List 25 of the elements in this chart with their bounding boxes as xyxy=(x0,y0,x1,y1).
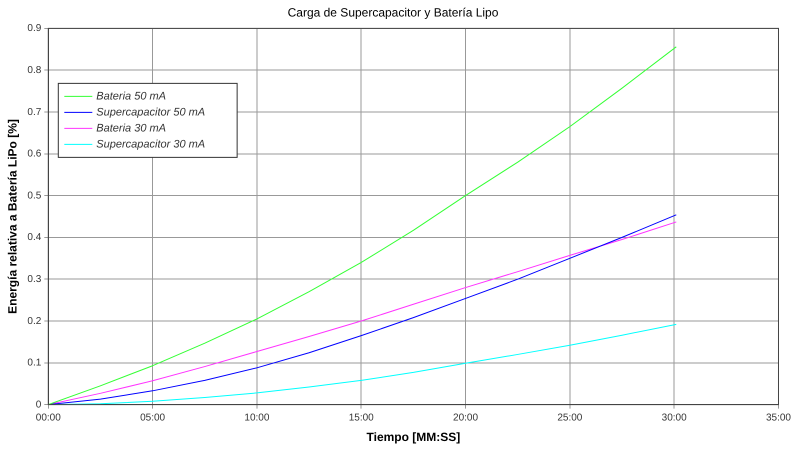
y-tick-label: 0.7 xyxy=(27,106,42,118)
legend-label: Supercapacitor 50 mA xyxy=(96,106,206,118)
legend-label: Bateria 30 mA xyxy=(96,122,166,134)
x-tick-label: 20:00 xyxy=(453,412,478,424)
y-axis-title: Energía relativa a Batería LiPo [%] xyxy=(6,119,20,314)
y-tick-label: 0.5 xyxy=(27,190,42,202)
y-tick-label: 0.4 xyxy=(27,232,42,244)
y-tick-label: 0.3 xyxy=(27,274,42,285)
x-tick-label: 00:00 xyxy=(36,412,62,424)
y-tick-label: 0.1 xyxy=(27,358,42,369)
y-tick-label: 0.8 xyxy=(27,64,42,76)
x-tick-label: 25:00 xyxy=(557,412,583,424)
x-axis-title: Tiempo [MM:SS] xyxy=(366,430,460,444)
x-tick-label: 15:00 xyxy=(348,412,374,424)
y-tick-label: 0.2 xyxy=(27,316,42,327)
y-tick-label: 0 xyxy=(36,399,42,410)
y-tick-label: 0.9 xyxy=(27,23,42,34)
x-tick-label: 35:00 xyxy=(766,412,792,424)
legend-label: Bateria 50 mA xyxy=(96,90,166,102)
x-tick-label: 05:00 xyxy=(140,412,166,424)
legend-label: Supercapacitor 30 mA xyxy=(96,138,206,150)
y-tick-label: 0.6 xyxy=(27,148,42,160)
x-tick-label: 30:00 xyxy=(662,412,688,424)
x-tick-label: 10:00 xyxy=(244,412,270,424)
chart-title: Carga de Supercapacitor y Batería Lipo xyxy=(288,6,499,20)
